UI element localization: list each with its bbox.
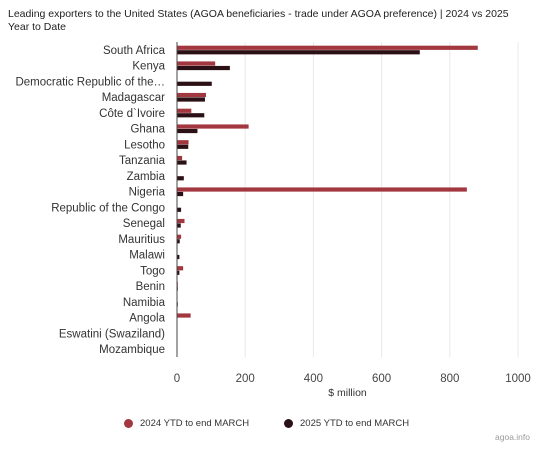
x-tick-label: 400 bbox=[304, 373, 323, 385]
bar-2025[interactable] bbox=[177, 97, 205, 102]
category-labels: South Africa Kenya Democratic Republic of … bbox=[15, 45, 165, 356]
bar-2025[interactable] bbox=[177, 65, 230, 71]
category-label: Malawi bbox=[129, 250, 165, 262]
category-label: Benin bbox=[136, 281, 165, 293]
bar-2024[interactable] bbox=[177, 92, 206, 98]
category-label: Namibia bbox=[123, 297, 166, 309]
bar-2024[interactable] bbox=[177, 108, 192, 113]
legend-swatch-2025-icon bbox=[284, 419, 293, 428]
x-axis-label: $ million bbox=[328, 387, 367, 399]
category-label: South Africa bbox=[103, 45, 166, 57]
bar-2024[interactable] bbox=[177, 61, 216, 66]
bar-2025[interactable] bbox=[177, 176, 184, 181]
bar-2025[interactable] bbox=[177, 270, 180, 275]
category-label: Kenya bbox=[132, 61, 165, 73]
bar-2025[interactable] bbox=[177, 81, 212, 86]
legend-item-2025[interactable]: 2025 YTD to end MARCH bbox=[284, 418, 409, 429]
bar-2025[interactable] bbox=[177, 144, 189, 149]
chart-title: Leading exporters to the United States (… bbox=[8, 8, 509, 33]
category-label: Ghana bbox=[130, 124, 165, 136]
x-tick-label: 1000 bbox=[505, 373, 531, 385]
gridlines bbox=[244, 42, 519, 357]
category-label: Zambia bbox=[127, 171, 166, 183]
category-label: Nigeria bbox=[129, 187, 166, 199]
category-label: Lesotho bbox=[124, 139, 165, 151]
bars bbox=[177, 45, 478, 318]
category-label: Eswatini (Swaziland) bbox=[59, 328, 165, 340]
bar-2025[interactable] bbox=[177, 223, 181, 228]
bar-2024[interactable] bbox=[177, 140, 189, 145]
bar-2024[interactable] bbox=[177, 218, 185, 224]
category-label: Angola bbox=[129, 313, 165, 325]
category-label: Senegal bbox=[123, 218, 165, 230]
bar-2025[interactable] bbox=[177, 239, 180, 244]
bar-2024[interactable] bbox=[177, 313, 191, 318]
x-tick-label: 0 bbox=[174, 373, 180, 385]
bar-2025[interactable] bbox=[177, 207, 182, 212]
bar-2025[interactable] bbox=[177, 113, 205, 118]
bar-2025[interactable] bbox=[177, 191, 184, 197]
bar-2025[interactable] bbox=[177, 50, 420, 55]
category-label: Madagascar bbox=[102, 92, 165, 104]
bar-2024[interactable] bbox=[177, 155, 183, 161]
legend-label-2025: 2025 YTD to end MARCH bbox=[300, 418, 410, 429]
bar-2025[interactable] bbox=[177, 160, 187, 165]
source-label: agoa.info bbox=[495, 432, 530, 442]
bar-2024[interactable] bbox=[177, 266, 184, 271]
x-tick-label: 200 bbox=[236, 373, 255, 385]
bar-2025[interactable] bbox=[177, 254, 180, 260]
category-label: Mauritius bbox=[118, 234, 165, 246]
bar-2024[interactable] bbox=[177, 187, 467, 192]
x-tick-labels: 0 200 400 600 800 1000 bbox=[174, 373, 531, 385]
category-label: Côte d`Ivoire bbox=[99, 108, 165, 120]
legend-swatch-2024-icon bbox=[124, 419, 133, 428]
category-label: Tanzania bbox=[119, 155, 166, 167]
legend-item-2024[interactable]: 2024 YTD to end MARCH bbox=[124, 418, 249, 429]
bar-2024[interactable] bbox=[177, 234, 182, 239]
category-label: Democratic Republic of the… bbox=[15, 76, 165, 88]
category-label: Togo bbox=[140, 265, 165, 277]
x-tick-label: 600 bbox=[372, 373, 391, 385]
category-label: Republic of the Congo bbox=[51, 202, 165, 214]
bar-2024[interactable] bbox=[177, 124, 249, 129]
bar-2024[interactable] bbox=[177, 45, 478, 50]
bar-2025[interactable] bbox=[177, 128, 198, 134]
legend-label-2024: 2024 YTD to end MARCH bbox=[140, 418, 250, 429]
x-tick-label: 800 bbox=[440, 373, 459, 385]
category-label: Mozambique bbox=[99, 344, 165, 356]
